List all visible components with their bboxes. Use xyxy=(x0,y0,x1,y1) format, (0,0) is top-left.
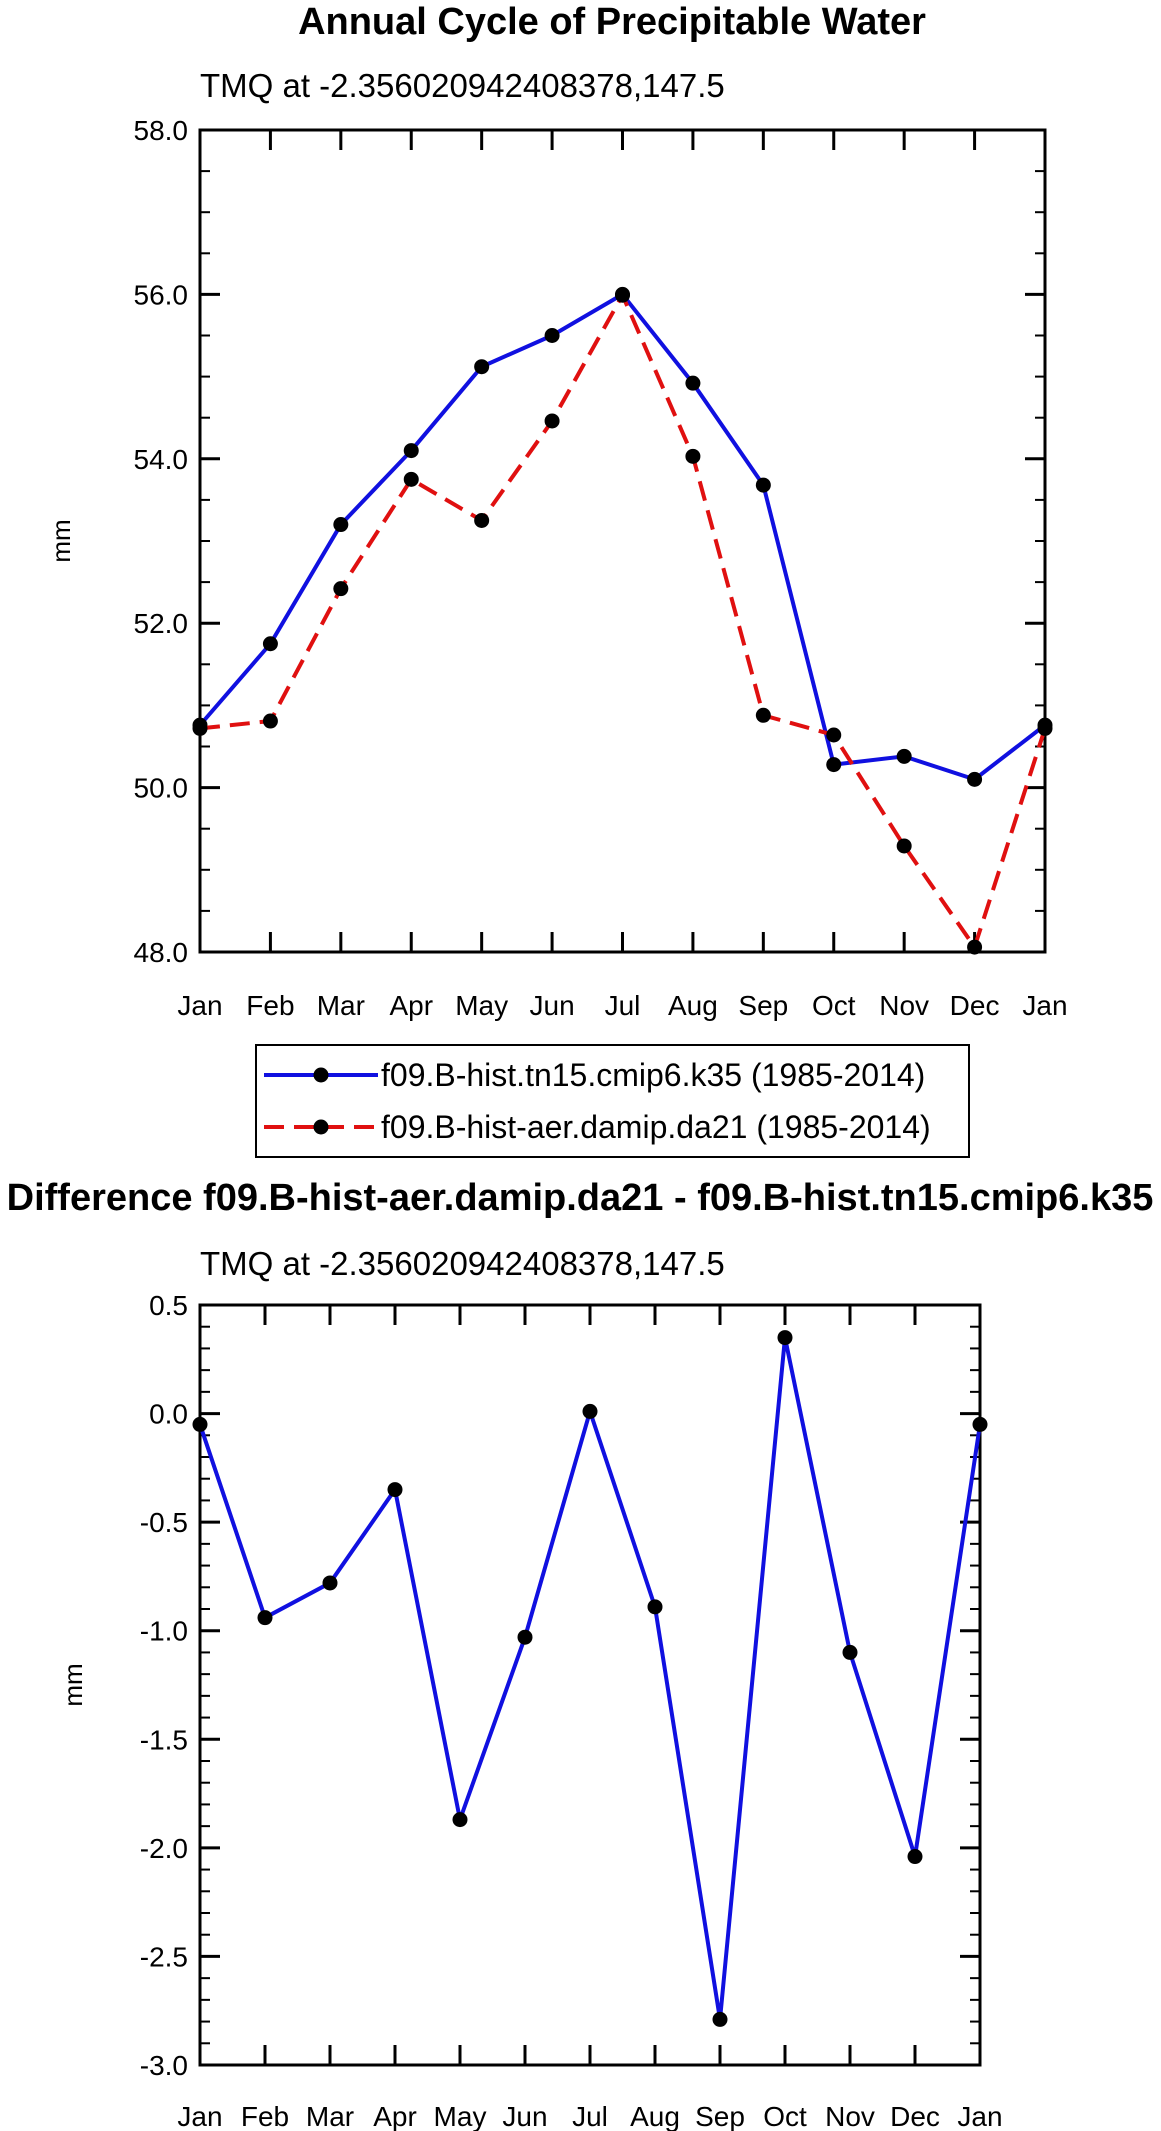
y-axis-label: mm xyxy=(58,1663,88,1706)
y-tick-label: -1.5 xyxy=(140,1724,188,1755)
data-point xyxy=(777,1330,793,1346)
x-tick-label: Jan xyxy=(957,2101,1002,2131)
x-tick-label: Mar xyxy=(317,990,365,1021)
data-point xyxy=(262,636,278,652)
precipitable-water-chart: Annual Cycle of Precipitable Water TMQ at… xyxy=(46,1,1068,1158)
data-point xyxy=(544,413,560,429)
x-tick-label: Jan xyxy=(177,2101,222,2131)
y-axis-label: mm xyxy=(46,519,76,562)
y-tick-label: 0.0 xyxy=(149,1399,188,1430)
y-tick-label: -0.5 xyxy=(140,1507,188,1538)
data-point xyxy=(615,287,630,303)
y-tick-label: 0.5 xyxy=(149,1290,188,1321)
series-line-0 xyxy=(198,1335,982,2022)
y-tick-label: 56.0 xyxy=(134,279,189,310)
data-point xyxy=(387,1482,403,1498)
x-tick-label: May xyxy=(434,2101,487,2131)
data-point xyxy=(517,1629,533,1645)
x-tick-label: Aug xyxy=(630,2101,680,2131)
data-point xyxy=(1037,720,1053,736)
data-point xyxy=(474,359,490,375)
x-tick-label: Mar xyxy=(306,2101,354,2131)
x-tick-label: Aug xyxy=(668,990,718,1021)
y-tick-label: -3.0 xyxy=(140,2050,188,2081)
data-point xyxy=(826,727,842,743)
data-point xyxy=(403,471,419,487)
data-point xyxy=(582,1403,598,1419)
data-point xyxy=(192,1416,208,1432)
x-tick-label: Apr xyxy=(389,990,433,1021)
data-point xyxy=(257,1610,273,1626)
chart-subtitle: TMQ at -2.356020942408378,147.5 xyxy=(200,67,725,104)
data-point xyxy=(896,748,912,764)
x-tick-label: Sep xyxy=(695,2101,745,2131)
x-tick-label: Jul xyxy=(605,990,641,1021)
y-tick-label: 52.0 xyxy=(134,608,189,639)
data-point xyxy=(544,328,560,343)
y-tick-label: -2.0 xyxy=(140,1833,188,1864)
legend-swatch-marker xyxy=(313,1119,329,1135)
x-tick-label: Jun xyxy=(530,990,575,1021)
legend-swatch-marker xyxy=(313,1067,329,1083)
data-point xyxy=(333,517,349,533)
plot-frame xyxy=(198,1303,982,2067)
series-line-0 xyxy=(198,292,1047,782)
data-point xyxy=(685,375,701,391)
x-tick-label: Nov xyxy=(825,2101,875,2131)
y-tick-label: 54.0 xyxy=(134,444,189,475)
x-tick-label: May xyxy=(455,990,508,1021)
data-point xyxy=(967,771,983,787)
data-point xyxy=(452,1812,468,1828)
data-point xyxy=(842,1644,858,1660)
x-tick-label: Nov xyxy=(879,990,929,1021)
x-tick-label: Oct xyxy=(812,990,856,1021)
data-point xyxy=(647,1599,663,1615)
x-tick-label: Dec xyxy=(890,2101,940,2131)
data-point xyxy=(322,1575,338,1591)
series-line-1 xyxy=(199,293,1047,950)
data-point xyxy=(333,581,349,597)
x-tick-label: Dec xyxy=(950,990,1000,1021)
data-point xyxy=(755,707,771,723)
y-tick-label: 48.0 xyxy=(134,937,189,968)
data-point xyxy=(972,1416,988,1432)
data-point xyxy=(712,2011,728,2027)
x-tick-label: Feb xyxy=(246,990,294,1021)
x-tick-label: Sep xyxy=(738,990,788,1021)
y-tick-label: -1.0 xyxy=(140,1616,188,1647)
x-tick-label: Jan xyxy=(1022,990,1067,1021)
x-tick-label: Feb xyxy=(241,2101,289,2131)
difference-chart: Difference f09.B-hist-aer.damip.da21 - f… xyxy=(7,1177,1154,2131)
data-point xyxy=(967,939,983,955)
y-tick-label: 50.0 xyxy=(134,773,189,804)
legend-label: f09.B-hist.tn15.cmip6.k35 (1985-2014) xyxy=(381,1057,925,1093)
y-tick-label: 58.0 xyxy=(134,115,189,146)
legend-box xyxy=(255,1044,970,1158)
y-tick-label: -2.5 xyxy=(140,1941,188,1972)
x-tick-label: Apr xyxy=(373,2101,417,2131)
x-tick-label: Oct xyxy=(763,2101,807,2131)
chart-subtitle: TMQ at -2.356020942408378,147.5 xyxy=(200,1245,725,1282)
data-point xyxy=(826,757,842,773)
data-point xyxy=(192,720,208,736)
data-point xyxy=(755,477,771,493)
data-point xyxy=(262,713,278,729)
plot-frame xyxy=(198,128,1047,954)
chart-title: Difference f09.B-hist-aer.damip.da21 - f… xyxy=(7,1177,1154,1219)
data-point xyxy=(403,443,419,459)
data-point xyxy=(685,448,701,464)
chart-title: Annual Cycle of Precipitable Water xyxy=(298,1,926,43)
data-point xyxy=(896,838,912,854)
x-tick-label: Jan xyxy=(177,990,222,1021)
x-tick-label: Jun xyxy=(502,2101,547,2131)
legend-label: f09.B-hist-aer.damip.da21 (1985-2014) xyxy=(381,1109,931,1145)
data-point xyxy=(907,1849,923,1865)
x-tick-label: Jul xyxy=(572,2101,608,2131)
data-point xyxy=(474,512,490,528)
